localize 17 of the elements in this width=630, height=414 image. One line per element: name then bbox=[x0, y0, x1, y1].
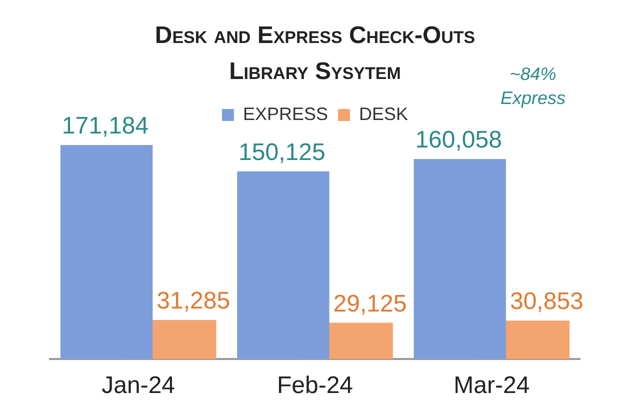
data-label: 31,285 bbox=[156, 288, 230, 315]
text: ~84% Express bbox=[499, 63, 567, 110]
x-tick-label: Jan-24 bbox=[102, 372, 176, 400]
chart-title: Desk and Express Check-Outs bbox=[154, 21, 476, 51]
bar bbox=[237, 171, 330, 360]
data-label: 150,125 bbox=[238, 139, 326, 166]
x-tick-label: Feb-24 bbox=[276, 372, 354, 400]
legend-label: EXPRESS bbox=[242, 104, 328, 124]
x-tick-label: Mar-24 bbox=[454, 372, 530, 400]
bar bbox=[60, 145, 153, 360]
legend-label: DESK bbox=[359, 104, 408, 124]
chart-subtitle: Library Sysytem bbox=[229, 58, 401, 85]
data-label: 29,125 bbox=[333, 290, 407, 318]
data-label: 160,058 bbox=[415, 126, 502, 154]
data-label: 171,184 bbox=[62, 112, 149, 140]
bar bbox=[414, 158, 506, 360]
data-label: 30,853 bbox=[510, 288, 584, 316]
